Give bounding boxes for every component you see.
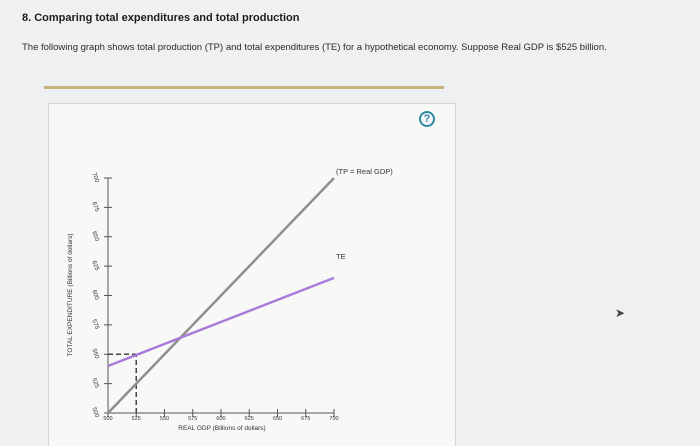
- y-tick-label: 600: [90, 289, 99, 301]
- y-axis-title: TOTAL EXPENDITURE (Billions of dollars): [67, 233, 74, 356]
- x-tick-label: 500: [103, 416, 112, 422]
- x-tick-label: 575: [188, 416, 197, 422]
- y-tick-label: 650: [90, 231, 99, 243]
- chart-ticks: 500 525 550 575 600 625 650 675 700 500 525 550 575 6…: [90, 172, 338, 422]
- tp-series-label: (TP = Real GDP): [336, 167, 393, 176]
- x-tick-label: 700: [329, 416, 338, 422]
- chart-labels: (TP = Real GDP) TE REAL GDP (Billions of d…: [67, 167, 393, 432]
- y-tick-label: 575: [90, 319, 99, 331]
- mouse-cursor-icon: ➤: [615, 306, 626, 320]
- y-tick-label: 700: [90, 172, 99, 184]
- y-tick-label: 550: [90, 348, 99, 360]
- x-tick-label: 650: [273, 416, 282, 422]
- section-divider: [44, 86, 444, 89]
- tp-line: [107, 177, 335, 414]
- question-icon[interactable]: ?: [419, 111, 435, 127]
- x-tick-label: 625: [245, 416, 254, 422]
- x-axis-title: REAL GDP (Billions of dollars): [178, 425, 265, 432]
- chart-lines: [107, 177, 335, 414]
- x-tick-label: 550: [160, 416, 169, 422]
- y-tick-label: 625: [90, 260, 99, 272]
- graph-panel: [48, 103, 456, 446]
- te-series-label: TE: [336, 252, 346, 261]
- x-tick-label: 675: [301, 416, 310, 422]
- te-line: [107, 276, 335, 368]
- y-tick-label: 525: [90, 378, 99, 390]
- x-tick-label: 600: [216, 416, 225, 422]
- y-tick-label: 500: [90, 407, 99, 419]
- question-description: The following graph shows total producti…: [22, 42, 607, 53]
- x-tick-label: 525: [132, 416, 141, 422]
- y-tick-label: 675: [90, 201, 99, 213]
- question-title: 8. Comparing total expenditures and tota…: [22, 12, 300, 24]
